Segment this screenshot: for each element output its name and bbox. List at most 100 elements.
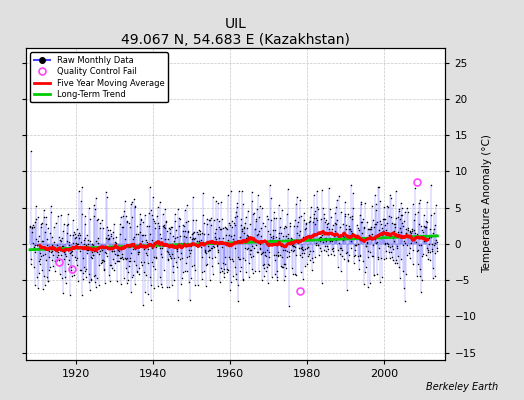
Point: [154, 282, 162, 289]
Point: [228, 273, 237, 280]
Point: [276, 224, 284, 230]
Point: [188, 230, 196, 237]
Point: [111, 250, 119, 257]
Point: [274, 236, 282, 243]
Point: [204, 248, 212, 254]
Point: [317, 216, 325, 222]
Point: [342, 250, 351, 257]
Point: [178, 275, 186, 281]
Point: [200, 220, 208, 226]
Point: [343, 286, 352, 293]
Point: [304, 237, 312, 243]
Point: [55, 257, 63, 263]
Point: [95, 251, 103, 257]
Point: [57, 252, 66, 258]
Point: [326, 206, 334, 212]
Point: [144, 290, 152, 297]
Point: [159, 211, 167, 217]
Point: [194, 238, 203, 244]
Point: [142, 250, 150, 256]
Point: [42, 242, 51, 249]
Point: [156, 230, 165, 237]
Point: [80, 241, 89, 247]
Point: [69, 232, 78, 238]
Point: [37, 252, 45, 259]
Point: [66, 242, 74, 248]
Point: [136, 221, 145, 227]
Point: [54, 234, 63, 240]
Point: [175, 241, 183, 248]
Point: [285, 303, 293, 309]
Point: [72, 226, 81, 232]
Point: [266, 182, 275, 188]
Point: [364, 247, 373, 254]
Point: [325, 230, 334, 237]
Point: [209, 243, 217, 250]
Point: [335, 234, 343, 240]
Point: [379, 228, 387, 234]
Point: [193, 229, 202, 235]
Point: [246, 247, 255, 254]
Point: [237, 222, 245, 228]
Point: [373, 218, 381, 225]
Point: [350, 252, 358, 259]
Point: [208, 255, 216, 262]
Point: [297, 250, 305, 256]
Point: [358, 235, 367, 242]
Point: [419, 228, 427, 235]
Point: [212, 226, 221, 232]
Point: [272, 234, 280, 240]
Point: [195, 228, 204, 235]
Point: [379, 256, 388, 262]
Point: [332, 236, 340, 243]
Point: [363, 254, 372, 260]
Point: [233, 213, 241, 220]
Point: [299, 234, 307, 240]
Point: [296, 196, 304, 203]
Point: [118, 224, 126, 230]
Point: [112, 242, 121, 249]
Point: [302, 234, 311, 240]
Point: [405, 234, 413, 240]
Point: [40, 251, 49, 258]
Point: [169, 255, 178, 261]
Point: [231, 264, 239, 270]
Point: [88, 249, 96, 256]
Point: [128, 246, 137, 252]
Point: [288, 236, 297, 242]
Point: [192, 242, 200, 248]
Point: [277, 263, 286, 270]
Point: [170, 238, 178, 244]
Point: [237, 216, 245, 222]
Point: [329, 244, 337, 251]
Point: [226, 287, 235, 293]
Point: [259, 260, 268, 267]
Point: [135, 271, 144, 277]
Point: [158, 244, 166, 251]
Point: [403, 226, 412, 233]
Point: [408, 237, 417, 244]
Point: [327, 214, 335, 220]
Point: [417, 242, 425, 248]
Point: [120, 208, 128, 214]
Point: [241, 257, 249, 263]
Point: [310, 221, 319, 227]
Point: [136, 210, 144, 217]
Point: [201, 248, 209, 254]
Point: [354, 257, 363, 263]
Point: [31, 236, 40, 242]
Point: [370, 221, 379, 227]
Point: [385, 232, 393, 238]
Point: [54, 244, 63, 251]
Point: [110, 267, 118, 273]
Point: [28, 229, 36, 236]
Point: [348, 204, 357, 211]
Point: [210, 239, 219, 246]
Point: [400, 285, 408, 292]
Point: [328, 238, 336, 244]
Point: [405, 250, 413, 256]
Point: [207, 214, 215, 221]
Point: [130, 280, 139, 287]
Point: [426, 226, 434, 232]
Point: [395, 264, 403, 270]
